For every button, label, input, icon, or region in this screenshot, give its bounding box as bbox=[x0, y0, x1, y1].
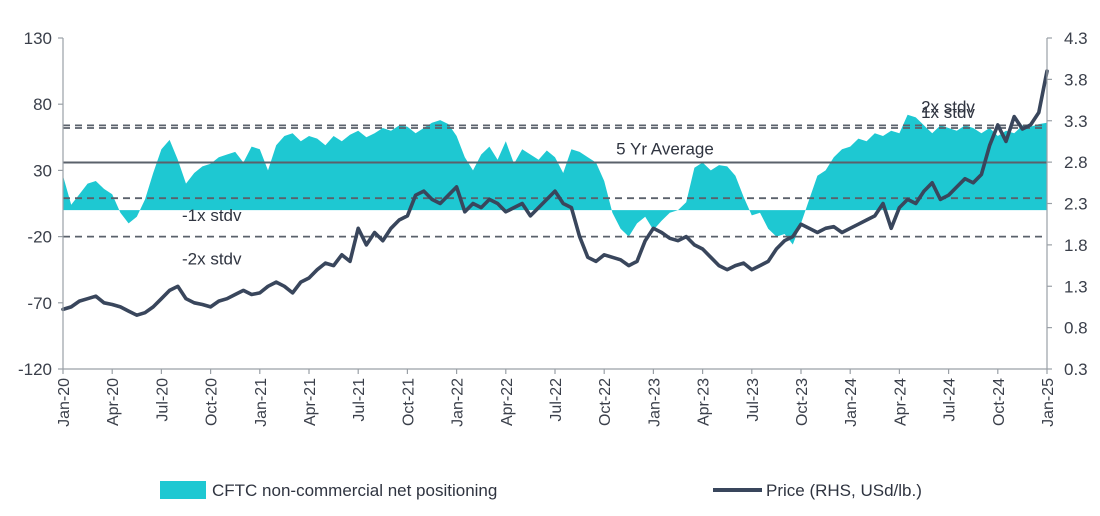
x-tick-label: Apr-22 bbox=[499, 378, 516, 426]
x-tick-label: Oct-24 bbox=[991, 378, 1008, 426]
legend-label-price: Price (RHS, USd/lb.) bbox=[766, 481, 922, 500]
x-tick-label: Oct-22 bbox=[597, 378, 614, 426]
right-tick-label: 4.3 bbox=[1064, 29, 1088, 48]
ref-label-0: 2x stdv bbox=[921, 97, 975, 116]
legend: CFTC non-commercial net positioning Pric… bbox=[160, 481, 922, 500]
right-tick-label: 2.3 bbox=[1064, 195, 1088, 214]
x-tick-label: Apr-21 bbox=[302, 378, 319, 426]
ref-label-3: -1x stdv bbox=[182, 206, 242, 225]
price-line-layer bbox=[61, 69, 1049, 317]
legend-label-positioning: CFTC non-commercial net positioning bbox=[212, 481, 497, 500]
x-tick-label: Apr-24 bbox=[892, 378, 909, 426]
ref-label-1: 1x stdv bbox=[921, 103, 975, 122]
x-tick-label: Jul-23 bbox=[745, 378, 762, 422]
right-tick-label: 0.8 bbox=[1064, 319, 1088, 338]
x-tick-label: Oct-21 bbox=[400, 378, 417, 426]
x-tick-label: Apr-23 bbox=[696, 378, 713, 426]
x-tick-label: Jul-20 bbox=[154, 378, 171, 422]
right-tick-label: 1.3 bbox=[1064, 277, 1088, 296]
x-tick-label: Jan-21 bbox=[253, 378, 270, 427]
right-tick-label: 1.8 bbox=[1064, 236, 1088, 255]
x-tick-label: Jan-24 bbox=[843, 378, 860, 427]
x-tick-label: Jan-20 bbox=[56, 378, 73, 427]
left-tick-label: 30 bbox=[33, 161, 52, 180]
reference-lines-layer bbox=[63, 124, 1047, 238]
ticks-layer: 130 80 30 -20 -70 -120 4.3 3.8 3.3 2.8 2.3 1.8 1.3 0.… bbox=[18, 29, 1088, 427]
left-tick-label: 130 bbox=[24, 29, 52, 48]
x-tick-label: Jan-23 bbox=[646, 378, 663, 427]
right-tick-label: 3.8 bbox=[1064, 70, 1088, 89]
x-tick-label: Jan-25 bbox=[1040, 378, 1057, 427]
x-tick-label: Jul-22 bbox=[548, 378, 565, 422]
x-tick-label: Jan-22 bbox=[450, 378, 467, 427]
price-line bbox=[61, 69, 1049, 317]
right-tick-label: 3.3 bbox=[1064, 112, 1088, 131]
left-tick-label: -20 bbox=[27, 228, 52, 247]
x-tick-label: Jul-24 bbox=[942, 378, 959, 422]
ref-label-4: -2x stdv bbox=[182, 250, 242, 269]
right-tick-label: 2.8 bbox=[1064, 153, 1088, 172]
positioning-area-layer bbox=[63, 114, 1047, 245]
x-tick-label: Oct-20 bbox=[204, 378, 221, 426]
left-tick-label: 80 bbox=[33, 95, 52, 114]
x-tick-label: Oct-23 bbox=[794, 378, 811, 426]
legend-swatch-positioning bbox=[160, 481, 206, 499]
positioning-area bbox=[63, 114, 1047, 245]
right-tick-label: 0.3 bbox=[1064, 360, 1088, 379]
left-tick-label: -70 bbox=[27, 294, 52, 313]
ref-label-2: 5 Yr Average bbox=[616, 140, 714, 159]
x-tick-label: Apr-20 bbox=[105, 378, 122, 426]
left-tick-label: -120 bbox=[18, 360, 52, 379]
x-tick-label: Jul-21 bbox=[351, 378, 368, 422]
